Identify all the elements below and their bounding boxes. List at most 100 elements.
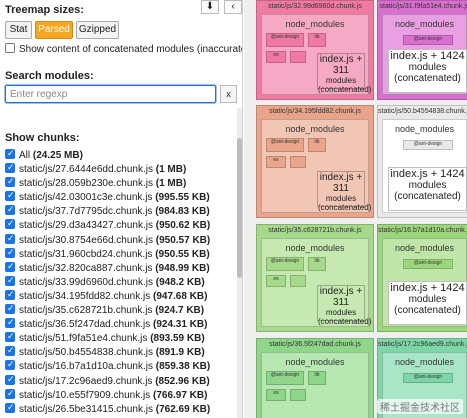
node-modules-group[interactable]: node_modules @ant-design lib es [261,352,369,418]
module-es[interactable]: es [266,389,286,401]
module-es[interactable]: es [266,275,286,287]
chunk-checkbox[interactable] [5,401,15,415]
show-concatenated-checkbox[interactable] [5,43,15,53]
chunk-checkbox[interactable] [5,203,15,217]
chunk-row[interactable]: static/js/50.b4554838.chunk.js (891.9 KB… [5,344,242,360]
chunk-name: static/js/30.8754e66d.chunk.js [19,234,153,246]
treemap-chunk[interactable]: static/js/31.f9fa51e4.chunk.js node_modul… [377,0,467,100]
module-block[interactable] [290,389,306,401]
index-module-label: index.js + 1424 [390,50,465,62]
module-lib[interactable]: lib [308,371,326,385]
chunk-checkbox[interactable] [5,344,15,358]
chunk-checkbox[interactable] [5,274,15,288]
treemap-chunk[interactable]: static/js/35.c628721b.chunk.js node_modul… [256,224,374,332]
chunk-row[interactable]: static/js/37.7d7795dc.chunk.js (984.83 K… [5,203,242,219]
show-concatenated-toggle[interactable]: Show content of concatenated modules (in… [5,42,242,57]
chunk-size: (762.69 KB) [155,403,211,415]
chunk-checkbox[interactable] [5,260,15,274]
pin-button[interactable]: ⬇ [201,0,219,14]
module-antd[interactable]: @ant-design [403,259,453,269]
concatenated-index-module[interactable]: index.js + 311 modules (concatenated) [317,171,371,212]
treemap-sizes-title: Treemap sizes: [5,4,84,16]
treemap[interactable]: static/js/32.99d6960d.chunk.js node_modul… [244,0,467,418]
chunk-row[interactable]: static/js/30.8754e66d.chunk.js (950.57 K… [5,232,242,248]
chunk-checkbox[interactable] [5,288,15,302]
chunk-name: static/js/17.2c96aed9.chunk.js [19,375,153,387]
chunk-size: (950.57 KB) [155,234,211,246]
chunk-checkbox[interactable] [5,232,15,246]
sidebar: Treemap sizes: ⬇ ‹ Stat Parsed Gzipped S… [0,0,243,418]
chunk-checkbox[interactable] [5,217,15,232]
concatenated-index-module[interactable]: index.js + 311 modules (concatenated) [317,53,371,94]
module-antd[interactable]: @ant-design [403,140,453,150]
chunk-list: All (24.25 MB) static/js/27.6444e6dd.chu… [0,147,242,417]
concatenated-index-module[interactable]: index.js + 1424 modules (concatenated) [388,281,467,325]
module-es[interactable]: es [266,51,286,63]
module-block[interactable] [290,156,306,168]
clear-search-button[interactable]: x [220,85,237,103]
chunk-size: (924.31 KB) [152,319,208,331]
module-antd[interactable]: @ant-design [266,371,304,385]
treemap-chunk[interactable]: static/js/34.195fdd82.chunk.js node_modul… [256,105,374,218]
chunk-checkbox[interactable] [5,246,15,260]
chunk-row[interactable]: static/js/16.b7a1d10a.chunk.js (859.38 K… [5,358,242,374]
chunk-title: static/js/36.5f247dad.chunk.js [269,341,361,348]
chunk-row[interactable]: static/js/33.99d6960d.chunk.js (948.2 KB… [5,274,242,290]
chunk-row[interactable]: static/js/10.e55f7909.chunk.js (766.97 K… [5,387,242,403]
search-input[interactable] [5,85,216,103]
chunk-checkbox[interactable] [5,302,15,316]
size-stat-button[interactable]: Stat [5,21,32,39]
chunk-title: static/js/50.b4554838.chunk.js [378,108,467,115]
chunk-row[interactable]: static/js/31.960cbd24.chunk.js (950.55 K… [5,246,242,262]
concatenated-index-module[interactable]: index.js + 1424 modules (concatenated) [388,49,467,93]
module-antd[interactable]: @ant-design [403,35,453,45]
module-lib[interactable]: lib [308,33,326,47]
treemap-chunk[interactable]: static/js/32.99d6960d.chunk.js node_modul… [256,0,374,100]
chunk-checkbox[interactable] [5,387,15,401]
chunk-list-scrollbar[interactable] [237,108,242,418]
chunk-checkbox[interactable] [5,330,15,344]
module-block[interactable] [290,275,306,287]
module-antd[interactable]: @ant-design [266,257,304,271]
module-antd[interactable]: @ant-design [266,33,304,47]
chunk-row[interactable]: static/js/36.5f247dad.chunk.js (924.31 K… [5,316,242,332]
module-antd[interactable]: @ant-design [266,138,304,152]
chunk-row[interactable]: static/js/34.195fdd82.chunk.js (947.68 K… [5,288,242,304]
scrollbar-thumb[interactable] [237,138,242,278]
chunk-row[interactable]: static/js/42.03001c3e.chunk.js (995.55 K… [5,189,242,205]
chunk-name: static/js/32.820ca887.chunk.js [19,262,153,274]
chunk-name: static/js/37.7d7795dc.chunk.js [19,206,153,218]
chunk-checkbox[interactable] [5,373,15,387]
chunk-size: (984.83 KB) [155,206,210,218]
concatenated-index-module[interactable]: index.js + 311 modules (concatenated) [317,285,371,326]
chunk-row[interactable]: static/js/51.f9fa51e4.chunk.js (893.59 K… [5,330,242,346]
size-parsed-button[interactable]: Parsed [35,21,73,39]
chunk-row[interactable]: static/js/35.c628721b.chunk.js (924.7 KB… [5,302,242,318]
chunk-all-size: (24.25 MB) [32,150,83,161]
treemap-chunk[interactable]: static/js/36.5f247dad.chunk.js node_modul… [256,338,374,418]
treemap-chunk[interactable]: static/js/50.b4554838.chunk.js node_modul… [377,105,467,218]
concatenated-index-module[interactable]: index.js + 1424 modules (concatenated) [388,167,467,211]
module-es[interactable]: es [266,156,286,168]
chunk-checkbox[interactable] [5,175,15,189]
chunk-checkbox[interactable] [5,189,15,203]
chunk-checkbox[interactable] [5,358,15,373]
chunk-all-row[interactable]: All (24.25 MB) [5,147,242,163]
chunk-row[interactable]: static/js/29.d3a43427.chunk.js (950.62 K… [5,217,242,233]
chunk-row[interactable]: static/js/26.5be31415.chunk.js (762.69 K… [5,401,242,417]
chunk-row[interactable]: static/js/32.820ca887.chunk.js (948.99 K… [5,260,242,276]
chunk-title: static/js/32.99d6960d.chunk.js [268,3,362,10]
chunk-row[interactable]: static/js/17.2c96aed9.chunk.js (852.96 K… [5,373,242,389]
chunk-row[interactable]: static/js/27.6444e6dd.chunk.js (1 MB) [5,161,242,177]
chunk-row[interactable]: static/js/28.059b230e.chunk.js (1 MB) [5,175,242,191]
size-gzipped-button[interactable]: Gzipped [76,21,119,39]
treemap-chunk[interactable]: static/js/16.b7a1d10a.chunk.js node_modul… [377,224,467,332]
module-block[interactable] [290,51,306,63]
module-antd[interactable]: @ant-design [403,373,453,383]
module-lib[interactable]: lib [308,138,326,152]
chunk-checkbox[interactable] [5,316,15,330]
collapse-sidebar-button[interactable]: ‹ [224,0,242,14]
chunk-all-checkbox[interactable] [5,147,15,161]
module-lib[interactable]: lib [308,257,326,271]
chunk-checkbox[interactable] [5,161,15,175]
